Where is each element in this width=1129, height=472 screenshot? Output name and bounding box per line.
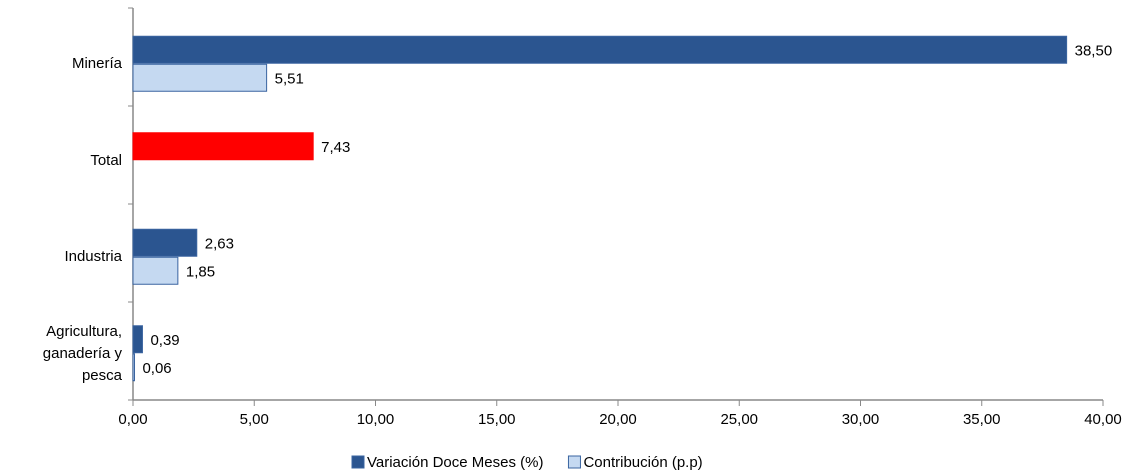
legend-label: Contribución (p.p) <box>583 454 702 471</box>
x-tick-label: 15,00 <box>478 411 516 428</box>
x-tick-label: 40,00 <box>1084 411 1122 428</box>
x-tick-label: 5,00 <box>240 411 269 428</box>
bar <box>132 353 135 382</box>
category-label: Agricultura, ganadería y pesca <box>42 322 122 384</box>
data-label: 2,63 <box>205 236 234 253</box>
category-label: Total <box>90 151 122 169</box>
x-tick-label: 25,00 <box>720 411 758 428</box>
legend-swatch <box>567 455 581 469</box>
x-tick-label: 10,00 <box>357 411 395 428</box>
bar <box>132 228 198 257</box>
bar <box>132 132 314 161</box>
bar <box>132 35 1068 64</box>
data-label: 0,06 <box>142 360 171 377</box>
category-label: Minería <box>71 55 122 73</box>
x-tick-label: 0,00 <box>118 411 147 428</box>
legend-label: Variación Doce Meses (%) <box>367 454 543 471</box>
data-label: 5,51 <box>275 71 304 88</box>
data-label: 0,39 <box>150 332 179 349</box>
legend-swatch <box>351 455 365 469</box>
bar <box>132 325 143 354</box>
bar <box>132 256 179 285</box>
bar <box>132 63 268 92</box>
x-tick-label: 20,00 <box>599 411 637 428</box>
data-label: 1,85 <box>186 264 215 281</box>
data-label: 38,50 <box>1075 43 1113 60</box>
x-tick-label: 35,00 <box>963 411 1001 428</box>
category-label: Industria <box>64 248 122 266</box>
data-label: 7,43 <box>321 139 350 156</box>
x-tick-label: 30,00 <box>842 411 880 428</box>
